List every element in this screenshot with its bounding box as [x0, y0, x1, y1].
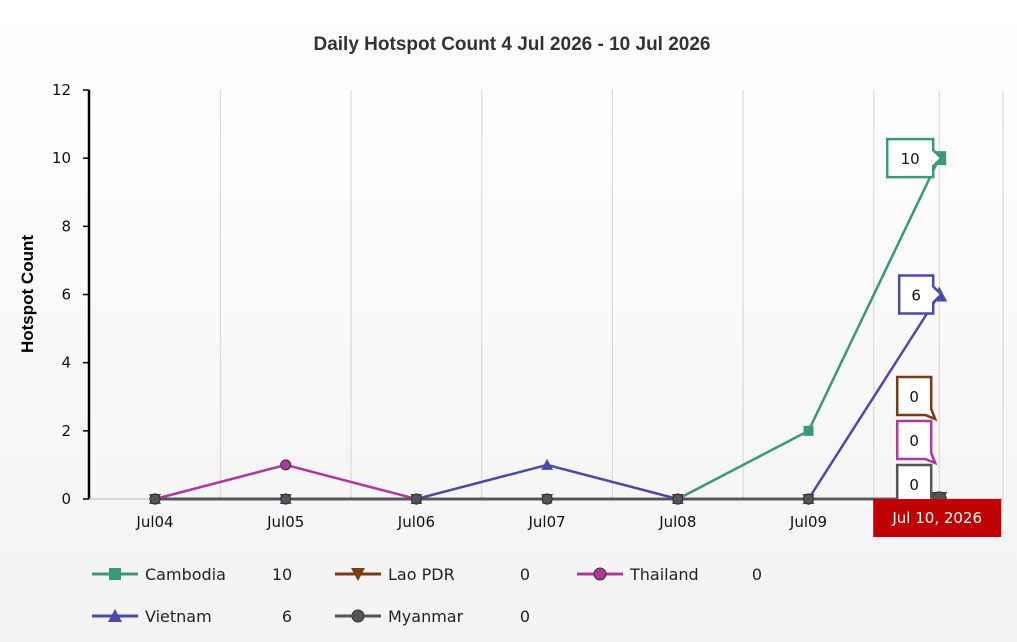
legend-name: Vietnam [145, 607, 212, 626]
y-tick-label: 6 [61, 286, 71, 304]
series-line [155, 157, 941, 501]
tooltip-box [885, 137, 943, 179]
legend-marker [593, 567, 607, 581]
legend-marker [351, 568, 365, 581]
tooltip-box [897, 274, 943, 315]
legend-name: Myanmar [388, 607, 464, 626]
tooltip-value: 0 [909, 476, 919, 494]
legend-total: 0 [520, 607, 530, 626]
data-point [280, 459, 292, 471]
crosshair-label-box [873, 499, 1002, 537]
legend: Cambodia 10 Lao PDR 0 Thailand 0 Vietnam 6 Myanm… [92, 565, 762, 626]
legend-total: 0 [752, 565, 762, 584]
series-vietnam [149, 286, 948, 504]
data-point [803, 425, 814, 436]
x-tick-label: Jul04 [135, 513, 173, 531]
tooltip-callout: 6 [897, 274, 943, 315]
legend-name: Cambodia [145, 565, 226, 584]
tooltip-value: 10 [901, 150, 920, 168]
tooltip-callout: 0 [895, 419, 938, 466]
series-cambodia [150, 151, 947, 504]
data-point [672, 493, 684, 505]
legend-item-cambodia: Cambodia 10 [92, 565, 292, 584]
crosshair-label-text: Jul 10, 2026 [891, 509, 982, 527]
tooltip-value: 0 [909, 388, 919, 406]
x-tick-label: Jul07 [528, 513, 566, 531]
series-myanmar [149, 491, 947, 507]
y-tick-label: 8 [61, 217, 71, 235]
y-axis-label: Hotspot Count [18, 235, 37, 353]
legend-total: 0 [520, 565, 530, 584]
legend-marker [351, 609, 365, 623]
y-tick-label: 12 [52, 81, 71, 99]
chart-title: Daily Hotspot Count 4 Jul 2026 - 10 Jul … [313, 34, 710, 55]
data-point [149, 493, 161, 505]
tooltip-value: 0 [909, 432, 919, 450]
data-point [803, 493, 814, 505]
tooltip-callout: 10 [885, 137, 943, 179]
legend-total: 6 [282, 607, 292, 626]
legend-name: Thailand [629, 565, 699, 584]
legend-item-lao-pdr: Lao PDR 0 [335, 565, 530, 584]
x-tick-label: Jul09 [789, 513, 827, 531]
plot-area: 0 2 4 6 8 10 12 Jul04 Jul05 Jul06 Jul07 Jul08 Jul09 1… [52, 81, 1004, 537]
legend-marker [109, 568, 121, 580]
legend-name: Lao PDR [388, 565, 455, 584]
legend-marker [108, 609, 122, 622]
data-point [410, 493, 422, 505]
legend-item-myanmar: Myanmar 0 [335, 607, 530, 626]
legend-total: 10 [272, 565, 292, 584]
y-tick-label: 4 [61, 354, 71, 372]
tooltip-value: 6 [911, 287, 921, 305]
tooltip-box [895, 419, 938, 466]
data-point [541, 493, 553, 505]
data-point [541, 458, 554, 470]
x-tick-label: Jul08 [658, 513, 696, 531]
crosshair-label: Jul 10, 2026 [873, 499, 1002, 537]
y-tick-label: 10 [52, 149, 71, 167]
x-tick-label: Jul06 [397, 513, 435, 531]
legend-item-vietnam: Vietnam 6 [92, 607, 292, 626]
x-tick-label: Jul05 [266, 513, 304, 531]
legend-item-thailand: Thailand 0 [577, 565, 762, 584]
y-tick-label: 2 [61, 422, 71, 440]
y-tick-label: 0 [61, 490, 71, 508]
tooltip-callout: 0 [895, 375, 938, 422]
data-point [280, 493, 292, 505]
tooltip-box [895, 375, 938, 422]
